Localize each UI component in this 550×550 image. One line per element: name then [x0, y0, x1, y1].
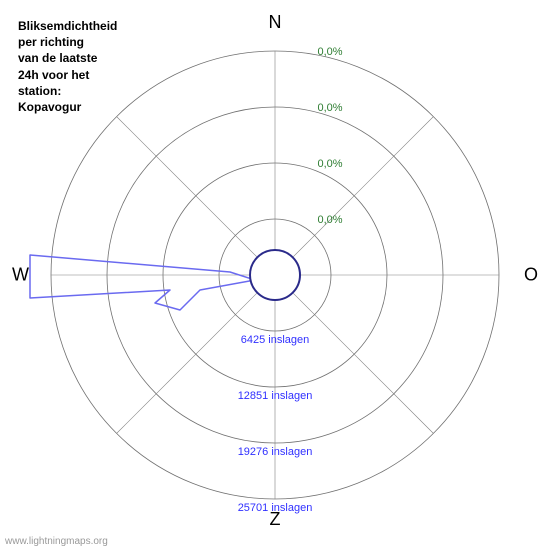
center-circle [250, 250, 300, 300]
chart-title: Bliksemdichtheid per richting van de laa… [18, 18, 117, 115]
cardinal-w: W [12, 265, 29, 286]
rose-polygon [30, 255, 255, 310]
grid-spoke [117, 117, 258, 258]
cardinal-e: O [524, 265, 538, 286]
ring-label-count: 12851 inslagen [238, 390, 313, 402]
ring-label-percent: 0,0% [317, 46, 342, 58]
ring-label-count: 6425 inslagen [241, 334, 310, 346]
cardinal-s: Z [270, 509, 281, 530]
ring-label-percent: 0,0% [317, 214, 342, 226]
grid-spoke [293, 117, 434, 258]
ring-label-percent: 0,0% [317, 102, 342, 114]
grid-spoke [117, 293, 258, 434]
attribution-text: www.lightningmaps.org [5, 536, 108, 547]
ring-label-count: 19276 inslagen [238, 446, 313, 458]
cardinal-n: N [269, 12, 282, 33]
grid-spoke [293, 293, 434, 434]
ring-label-percent: 0,0% [317, 158, 342, 170]
